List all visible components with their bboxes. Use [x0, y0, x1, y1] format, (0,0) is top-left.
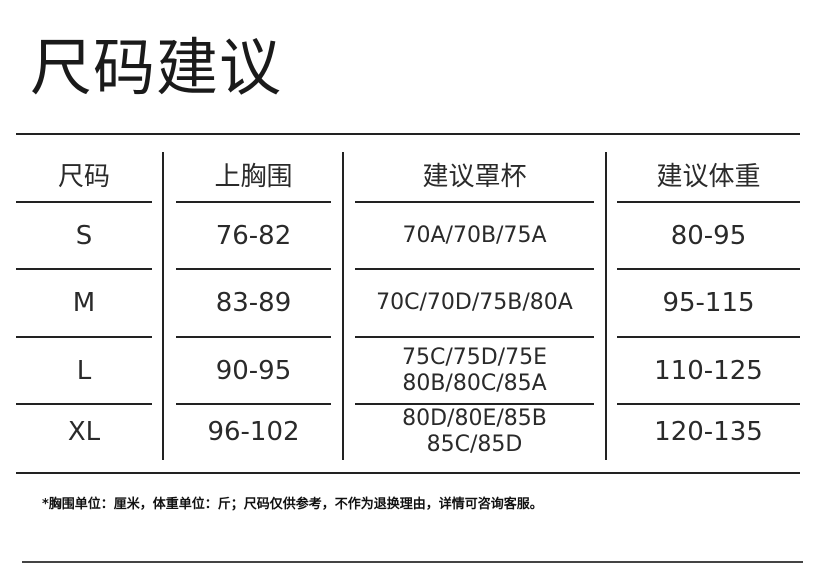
bust-cell: 83-89 — [176, 269, 331, 337]
bust-cell: 90-95 — [176, 337, 331, 404]
cell-text: 110-125 — [654, 355, 763, 386]
top-divider — [16, 133, 800, 135]
weight-cell: 120-135 — [617, 404, 800, 460]
row-divider — [617, 268, 800, 270]
column-header: 尺码 — [16, 152, 152, 202]
column-header: 建议体重 — [617, 152, 800, 202]
weight-cell: 95-115 — [617, 269, 800, 337]
cup-cell: 70A/70B/75A — [355, 202, 594, 269]
column-divider — [605, 152, 607, 460]
weight-cell: 80-95 — [617, 202, 800, 269]
row-divider — [176, 268, 331, 270]
row-divider — [176, 201, 331, 203]
column-divider — [342, 152, 344, 460]
cell-text: 95-115 — [662, 288, 755, 318]
footnote: *胸围单位：厘米，体重单位：斤；尺码仅供参考，不作为退换理由，详情可咨询客服。 — [42, 497, 543, 512]
row-divider — [617, 403, 800, 405]
size-cell: L — [16, 337, 152, 404]
cell-text: 76-82 — [215, 220, 292, 251]
cell-text: 80D/80E/85B — [402, 406, 547, 431]
cell-text: 建议体重 — [656, 162, 761, 192]
bottom-divider — [16, 472, 800, 474]
row-divider — [16, 336, 152, 338]
cell-text: 建议罩杯 — [422, 162, 527, 192]
cell-text: 83-89 — [215, 288, 292, 318]
cell-text: XL — [67, 417, 101, 447]
bust-cell: 96-102 — [176, 404, 331, 460]
column-header: 建议罩杯 — [355, 152, 594, 202]
cell-text: S — [75, 220, 93, 251]
row-divider — [16, 403, 152, 405]
row-divider — [617, 336, 800, 338]
cup-cell: 75C/75D/75E 80B/80C/85A — [355, 337, 594, 404]
size-cell: S — [16, 202, 152, 269]
cell-text: 80B/80C/85A — [402, 370, 547, 396]
column-header: 上胸围 — [176, 152, 331, 202]
cell-text: 120-135 — [654, 417, 763, 447]
cell-text: 尺码 — [57, 162, 110, 192]
cell-text: 96-102 — [207, 417, 300, 447]
cell-text: 80-95 — [670, 220, 747, 251]
size-cell: M — [16, 269, 152, 337]
weight-cell: 110-125 — [617, 337, 800, 404]
cell-text: 70A/70B/75A — [402, 222, 547, 248]
column-divider — [162, 152, 164, 460]
row-divider — [16, 201, 152, 203]
footer-divider — [22, 561, 803, 563]
cup-cell: 70C/70D/75B/80A — [355, 269, 594, 337]
row-divider — [355, 336, 594, 338]
cell-text: 上胸围 — [214, 162, 293, 192]
cup-cell: 80D/80E/85B 85C/85D — [355, 404, 594, 460]
row-divider — [176, 403, 331, 405]
cell-text: M — [72, 288, 96, 318]
cell-text: L — [76, 355, 92, 386]
row-divider — [355, 201, 594, 203]
page-title: 尺码建议 — [30, 31, 283, 104]
cell-text: 75C/75D/75E — [401, 344, 547, 370]
cell-text: 85C/85D — [426, 432, 523, 457]
row-divider — [16, 268, 152, 270]
row-divider — [355, 403, 594, 405]
row-divider — [176, 336, 331, 338]
row-divider — [355, 268, 594, 270]
cell-text: 90-95 — [215, 355, 292, 386]
row-divider — [617, 201, 800, 203]
bust-cell: 76-82 — [176, 202, 331, 269]
cell-text: 70C/70D/75B/80A — [376, 290, 573, 315]
size-cell: XL — [16, 404, 152, 460]
